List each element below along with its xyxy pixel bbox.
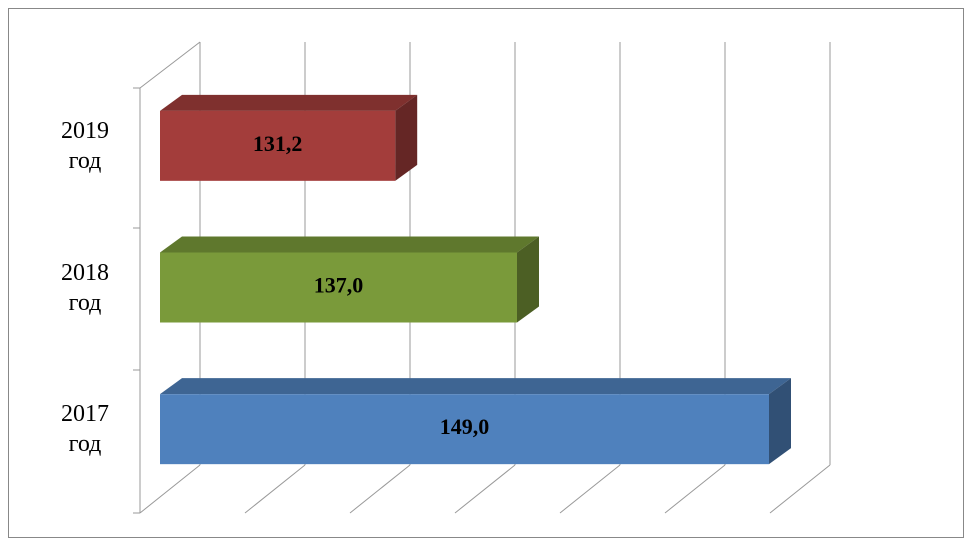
value-label: 149,0 xyxy=(440,414,490,439)
floor-line xyxy=(349,464,411,514)
bar xyxy=(160,252,517,323)
floor-line xyxy=(454,464,516,514)
bar-top xyxy=(160,378,791,395)
bar-side xyxy=(395,94,418,181)
y-tick-label: 2019 год xyxy=(61,117,109,174)
y-tick-label: 2017 год xyxy=(61,401,109,458)
wall-edge xyxy=(139,41,201,89)
floor-line xyxy=(664,464,726,514)
chart-frame xyxy=(8,8,964,538)
floor-line xyxy=(139,464,201,514)
bar-top xyxy=(160,94,418,111)
bar-top xyxy=(160,236,539,253)
bar-side xyxy=(517,236,539,323)
value-label: 131,2 xyxy=(253,131,303,156)
floor-line xyxy=(244,464,306,514)
y-tick-label: 2018 год xyxy=(61,259,109,316)
bar xyxy=(160,110,396,181)
value-label: 137,0 xyxy=(314,273,364,298)
floor-line xyxy=(559,464,621,514)
bar-side xyxy=(769,378,791,465)
bar xyxy=(160,394,769,465)
floor-line xyxy=(769,464,831,514)
